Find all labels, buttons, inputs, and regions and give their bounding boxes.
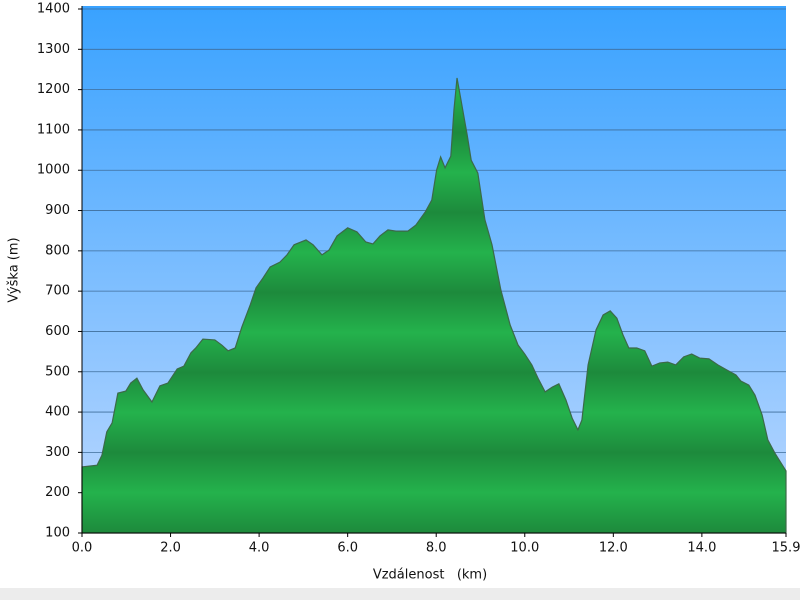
- y-tick-label: 1400: [37, 2, 70, 17]
- y-tick-label: 1000: [37, 163, 70, 178]
- y-tick-label: 800: [45, 243, 70, 258]
- y-tick-label: 100: [45, 526, 70, 541]
- x-tick-label: 6.0: [337, 541, 358, 556]
- elevation-area: [81, 77, 787, 534]
- x-tick-label: 15.9: [772, 541, 800, 556]
- y-tick-label: 700: [45, 284, 70, 299]
- y-tick-label: 500: [45, 364, 70, 379]
- x-tick-label: 8.0: [426, 541, 447, 556]
- status-bar: [0, 588, 800, 600]
- x-tick-label: 10.0: [510, 541, 539, 556]
- x-tick-label: 0.0: [72, 541, 93, 556]
- y-tick-label: 300: [45, 445, 70, 460]
- x-axis-label: Vzdálenost (km): [373, 568, 487, 583]
- y-tick-label: 900: [45, 203, 70, 218]
- x-tick-label: 14.0: [687, 541, 716, 556]
- x-tick-label: 12.0: [599, 541, 628, 556]
- y-axis-label: Výška (m): [7, 237, 22, 302]
- x-tick-label: 4.0: [249, 541, 270, 556]
- y-tick-label: 1300: [37, 42, 70, 57]
- y-tick-label: 400: [45, 405, 70, 420]
- y-tick-label: 600: [45, 324, 70, 339]
- y-tick-label: 200: [45, 485, 70, 500]
- y-tick-label: 1200: [37, 82, 70, 97]
- y-tick-label: 1100: [37, 122, 70, 137]
- x-tick-label: 2.0: [160, 541, 181, 556]
